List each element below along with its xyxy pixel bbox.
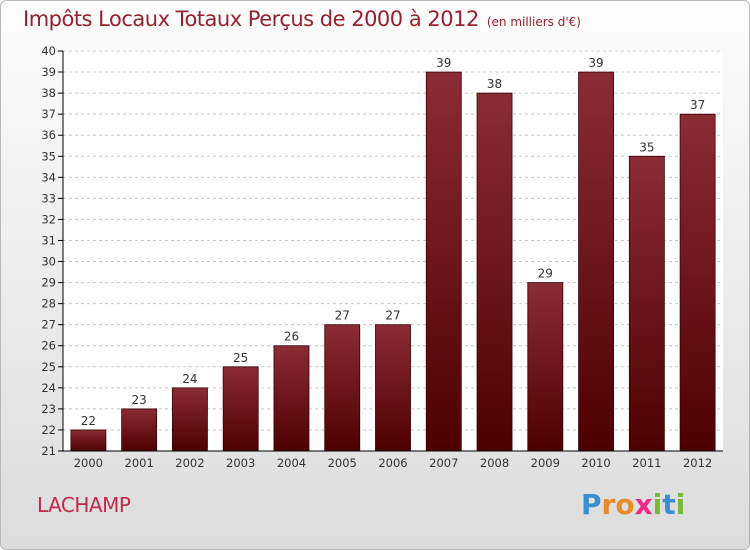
y-tick-label: 36: [41, 128, 56, 142]
bar-value-label: 37: [690, 98, 705, 112]
bar-value-label: 26: [284, 330, 299, 344]
y-tick-label: 29: [41, 276, 56, 290]
bar: [121, 408, 158, 452]
x-tick-label: 2009: [531, 456, 560, 470]
bar: [273, 345, 310, 452]
y-tick-label: 24: [41, 381, 56, 395]
logo-letter: o: [615, 488, 635, 521]
y-tick-label: 35: [41, 149, 56, 163]
x-tick-label: 2001: [125, 456, 154, 470]
bar: [578, 71, 614, 452]
logo-letter: r: [601, 488, 616, 521]
bar: [172, 387, 208, 452]
y-tick-label: 21: [41, 444, 56, 458]
proxiti-logo: Proxiti: [581, 488, 685, 521]
chart-title: Impôts Locaux Totaux Perçus de 2000 à 20…: [23, 7, 581, 31]
x-tick-label: 2010: [581, 456, 610, 470]
x-tick-label: 2012: [683, 456, 712, 470]
logo-letter: P: [581, 488, 602, 521]
bar-value-label: 22: [81, 414, 96, 428]
commune-name: LACHAMP: [37, 493, 131, 517]
bar-value-label: 27: [335, 309, 350, 323]
bar: [222, 366, 259, 452]
x-tick-label: 2003: [226, 456, 255, 470]
bar: [70, 429, 107, 452]
y-tick-label: 37: [41, 107, 56, 121]
y-tick-label: 26: [41, 339, 56, 353]
x-tick-label: 2005: [328, 456, 357, 470]
y-tick-label: 32: [41, 212, 56, 226]
bar-value-label: 39: [588, 56, 603, 70]
y-tick-label: 40: [41, 44, 56, 58]
logo-letter: x: [634, 488, 653, 521]
bar: [679, 113, 716, 452]
unit-note: (en milliers d'€): [486, 15, 581, 29]
bar-value-label: 23: [132, 393, 147, 407]
bar-value-label: 25: [233, 351, 248, 365]
bar-value-label: 35: [639, 140, 654, 154]
y-tick-label: 23: [41, 402, 56, 416]
bar-value-label: 38: [487, 77, 502, 91]
bar: [425, 71, 462, 452]
bar: [527, 282, 564, 452]
logo-letter: t: [662, 488, 676, 521]
y-tick-label: 30: [41, 255, 56, 269]
y-tick-label: 39: [41, 65, 56, 79]
y-tick-label: 28: [41, 297, 56, 311]
bar: [324, 324, 361, 452]
x-tick-label: 2000: [74, 456, 103, 470]
y-tick-label: 33: [41, 191, 56, 205]
y-tick-label: 27: [41, 318, 56, 332]
bar-value-label: 27: [385, 309, 400, 323]
logo-letter: i: [675, 488, 686, 521]
bar: [476, 92, 513, 452]
y-tick-label: 25: [41, 360, 56, 374]
bar-value-label: 39: [436, 56, 451, 70]
y-tick-label: 38: [41, 86, 56, 100]
x-tick-label: 2004: [277, 456, 306, 470]
x-tick-label: 2006: [378, 456, 407, 470]
bar: [375, 324, 411, 452]
y-tick-label: 22: [41, 423, 56, 437]
x-tick-label: 2011: [632, 456, 661, 470]
bar-value-label: 24: [182, 372, 197, 386]
x-tick-label: 2008: [480, 456, 509, 470]
y-tick-label: 34: [41, 170, 56, 184]
logo-letter: i: [652, 488, 663, 521]
title-text: Impôts Locaux Totaux Perçus de 2000 à 20…: [23, 7, 479, 31]
x-tick-label: 2007: [429, 456, 458, 470]
y-tick-label: 31: [41, 233, 56, 247]
x-tick-label: 2002: [175, 456, 204, 470]
bar: [628, 155, 665, 452]
bar-value-label: 29: [538, 267, 553, 281]
